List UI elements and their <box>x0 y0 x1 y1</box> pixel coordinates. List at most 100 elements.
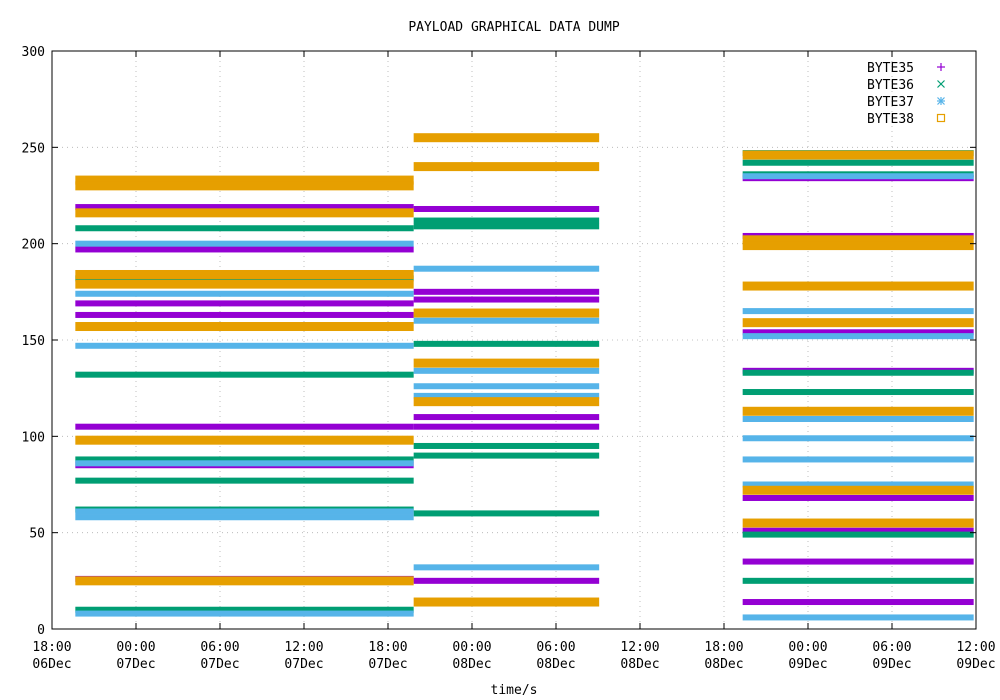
data-band <box>742 406 974 416</box>
data-band <box>742 518 974 528</box>
legend-marker-byte38 <box>936 113 946 123</box>
data-band <box>742 456 974 463</box>
data-band <box>75 204 414 211</box>
data-band <box>413 452 600 459</box>
data-band <box>413 162 600 172</box>
data-band <box>742 241 974 251</box>
data-band <box>75 246 414 253</box>
data-band <box>742 333 974 340</box>
data-band <box>413 288 600 295</box>
data-band <box>413 296 600 303</box>
data-band <box>413 392 600 399</box>
x-tick-date-label: 06Dec <box>32 657 71 672</box>
data-band <box>742 485 974 495</box>
data-band <box>75 240 414 247</box>
data-band <box>75 371 414 378</box>
data-band <box>75 514 414 521</box>
data-band <box>75 300 414 307</box>
y-tick-label: 100 <box>22 430 45 445</box>
legend-label: BYTE36 <box>867 78 914 93</box>
data-band <box>742 577 974 584</box>
marker-stroke <box>937 97 945 105</box>
x-tick-label: 18:00 <box>32 640 71 655</box>
data-band <box>413 265 600 272</box>
data-band <box>75 269 414 279</box>
data-points <box>75 133 974 621</box>
y-tick-label: 0 <box>37 623 45 638</box>
data-band <box>413 308 600 318</box>
data-band <box>742 494 974 501</box>
data-band <box>75 322 414 332</box>
data-band <box>742 527 974 534</box>
axes: 0 50 100 150 200 250 300 18:00 06Dec 00:00 07Dec 06… <box>22 45 996 672</box>
data-band <box>413 340 600 347</box>
legend-marker-byte36 <box>937 80 945 88</box>
data-band <box>742 481 974 488</box>
series-byte38 <box>75 133 974 607</box>
data-band <box>75 279 414 289</box>
data-band <box>75 181 414 191</box>
data-band <box>742 281 974 291</box>
x-tick-date-label: 07Dec <box>284 657 323 672</box>
data-band <box>413 442 600 449</box>
data-band <box>742 599 974 606</box>
data-band <box>75 225 414 232</box>
data-band <box>413 510 600 517</box>
legend-marker-byte35 <box>937 63 945 71</box>
data-band <box>413 317 600 324</box>
marker-stroke <box>937 80 945 88</box>
x-tick-date-label: 08Dec <box>536 657 575 672</box>
x-tick-label: 06:00 <box>536 640 575 655</box>
x-tick-date-label: 08Dec <box>452 657 491 672</box>
data-band <box>742 318 974 328</box>
x-tick-label: 12:00 <box>956 640 995 655</box>
x-tick-date-label: 07Dec <box>116 657 155 672</box>
data-band <box>75 606 414 613</box>
data-band <box>75 290 414 297</box>
data-band <box>413 597 600 607</box>
data-band <box>742 308 974 315</box>
data-band <box>413 217 600 224</box>
data-band <box>413 577 600 584</box>
x-tick-date-label: 08Dec <box>620 657 659 672</box>
x-tick-date-label: 07Dec <box>368 657 407 672</box>
data-band <box>413 383 600 390</box>
data-band <box>75 175 414 185</box>
data-band <box>75 423 414 430</box>
data-band <box>413 414 600 421</box>
y-tick-label: 250 <box>22 141 45 156</box>
data-band <box>742 159 974 166</box>
data-band <box>742 389 974 396</box>
data-band <box>742 435 974 442</box>
data-band <box>742 531 974 538</box>
x-tick-label: 18:00 <box>704 640 743 655</box>
data-band <box>742 235 974 245</box>
data-band <box>413 223 600 230</box>
data-band <box>75 311 414 318</box>
y-tick-label: 300 <box>22 45 45 60</box>
data-band <box>75 576 414 586</box>
legend-marker-byte37 <box>937 97 945 105</box>
x-tick-date-label: 09Dec <box>956 657 995 672</box>
data-band <box>75 435 414 445</box>
chart-title: PAYLOAD GRAPHICAL DATA DUMP <box>408 20 619 35</box>
series-byte37 <box>75 173 974 621</box>
data-band <box>742 415 974 422</box>
data-band <box>742 558 974 565</box>
data-band <box>742 173 974 180</box>
x-tick-date-label: 08Dec <box>704 657 743 672</box>
x-tick-date-label: 09Dec <box>788 657 827 672</box>
data-band <box>742 329 974 336</box>
marker-stroke <box>936 113 946 123</box>
x-tick-date-label: 07Dec <box>200 657 239 672</box>
data-band <box>413 564 600 571</box>
data-band <box>75 610 414 617</box>
legend-label: BYTE35 <box>867 61 914 76</box>
x-tick-label: 18:00 <box>368 640 407 655</box>
y-tick-label: 50 <box>29 527 45 542</box>
x-tick-date-label: 09Dec <box>872 657 911 672</box>
x-tick-label: 00:00 <box>788 640 827 655</box>
data-band <box>413 205 600 212</box>
legend-label: BYTE38 <box>867 112 914 127</box>
